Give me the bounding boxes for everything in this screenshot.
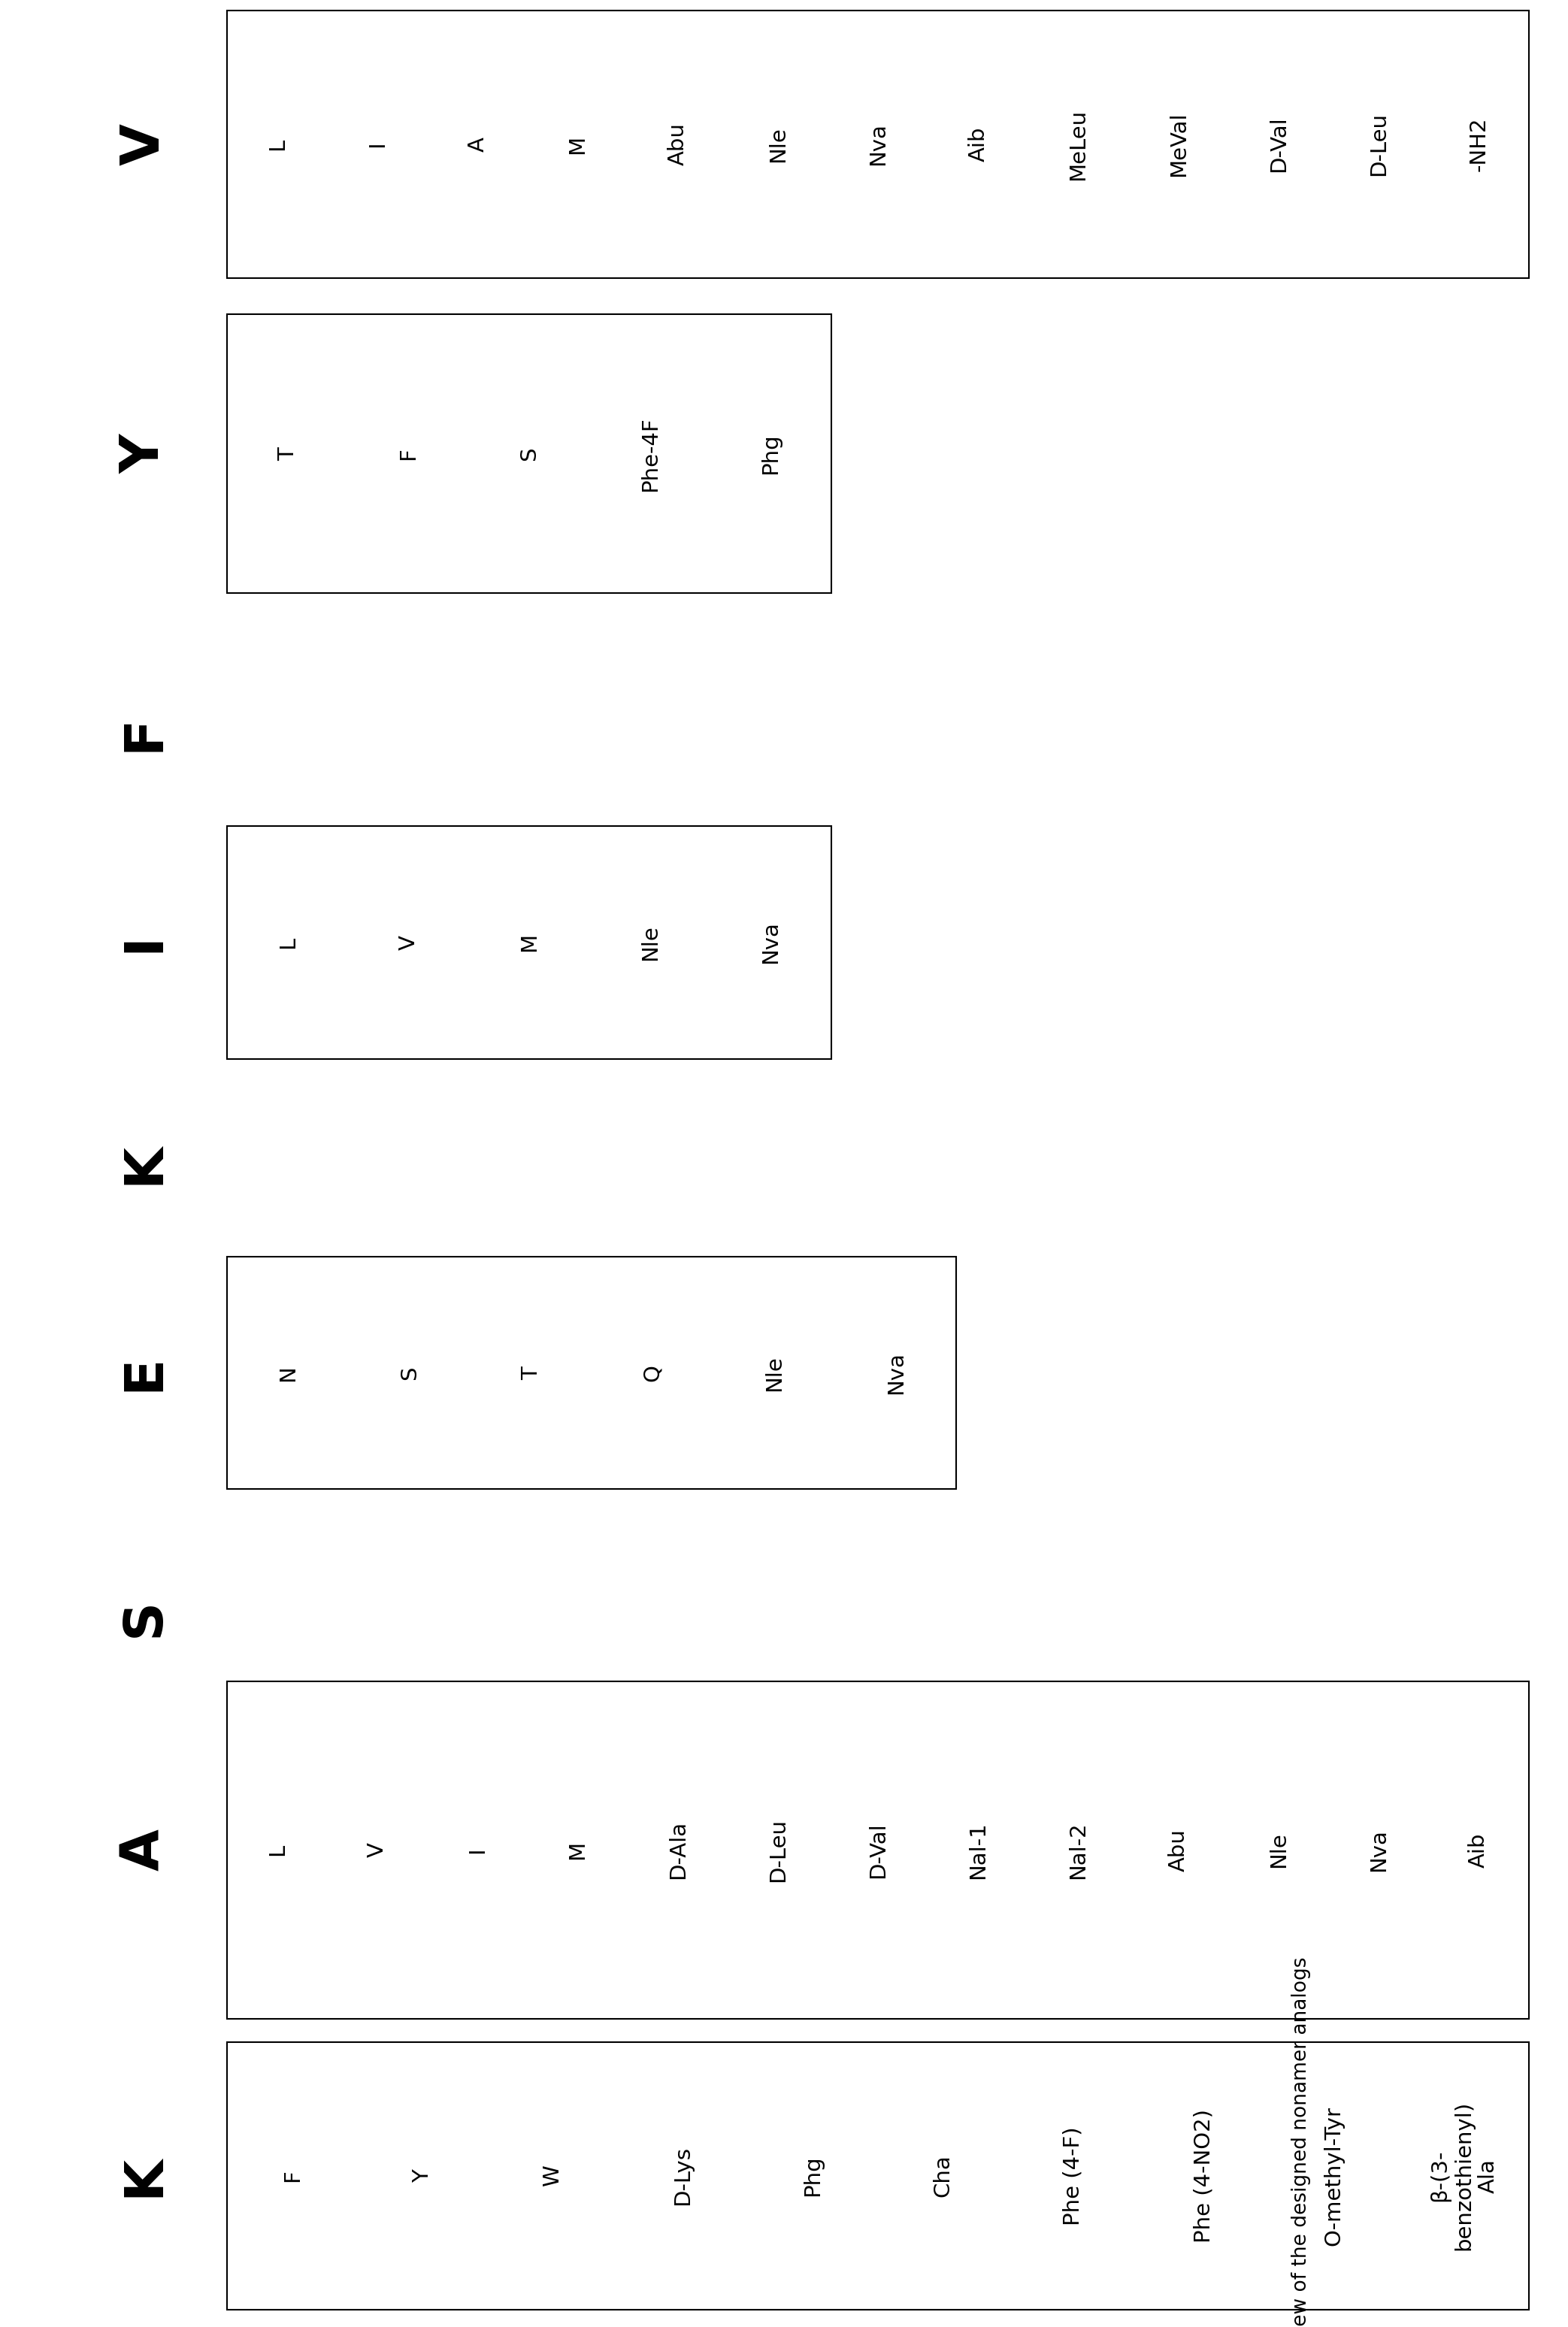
Text: MeLeu: MeLeu xyxy=(1068,109,1088,179)
Text: Cha: Cha xyxy=(933,2155,953,2197)
Text: K: K xyxy=(118,2155,171,2197)
Text: Nva: Nva xyxy=(867,123,889,165)
Text: N: N xyxy=(278,1364,298,1382)
Text: F: F xyxy=(118,714,171,752)
Text: V: V xyxy=(398,935,419,949)
Text: L: L xyxy=(278,935,298,949)
Text: Y: Y xyxy=(412,2169,433,2183)
Text: T: T xyxy=(278,447,298,461)
Text: Abu: Abu xyxy=(1168,1829,1189,1871)
Text: K: K xyxy=(118,1143,171,1184)
Text: D-Val: D-Val xyxy=(867,1822,889,1878)
Text: V: V xyxy=(367,1843,387,1857)
Text: I: I xyxy=(467,1848,488,1852)
Text: Nva: Nva xyxy=(886,1352,906,1394)
Text: Nle: Nle xyxy=(767,126,789,163)
Text: I: I xyxy=(367,142,387,147)
Bar xyxy=(227,1257,956,1489)
Text: Phe-4F: Phe-4F xyxy=(640,417,660,491)
Text: Abu: Abu xyxy=(668,123,688,165)
Text: Figure 1A: Overview of the designed nonamer analogs: Figure 1A: Overview of the designed nona… xyxy=(1292,1957,1311,2327)
Text: Nal-1: Nal-1 xyxy=(967,1822,989,1878)
Text: W: W xyxy=(543,2164,563,2187)
Text: S: S xyxy=(519,447,539,461)
Text: Aib: Aib xyxy=(1468,1831,1490,1869)
Text: Nle: Nle xyxy=(764,1354,784,1392)
Bar xyxy=(227,314,831,593)
Text: Phg: Phg xyxy=(760,433,781,475)
Text: Q: Q xyxy=(643,1364,663,1382)
Text: A: A xyxy=(467,137,488,151)
Text: Phe (4-F): Phe (4-F) xyxy=(1063,2127,1083,2225)
Text: F: F xyxy=(282,2169,303,2183)
Text: F: F xyxy=(398,447,419,461)
Text: Nal-2: Nal-2 xyxy=(1068,1822,1088,1878)
Text: D-Val: D-Val xyxy=(1269,116,1289,172)
Bar xyxy=(227,2043,1529,2308)
Text: L: L xyxy=(267,1843,289,1857)
Text: MeVal: MeVal xyxy=(1168,112,1189,177)
Text: S: S xyxy=(118,1599,171,1636)
Text: I: I xyxy=(118,933,171,952)
Text: Nva: Nva xyxy=(1369,1829,1389,1871)
Text: D-Leu: D-Leu xyxy=(1369,112,1389,177)
Text: M: M xyxy=(568,135,588,154)
Text: M: M xyxy=(519,933,539,952)
Text: D-Lys: D-Lys xyxy=(673,2145,693,2206)
Text: T: T xyxy=(521,1366,541,1380)
Text: V: V xyxy=(118,123,171,165)
Text: Phg: Phg xyxy=(803,2155,823,2197)
Text: D-Ala: D-Ala xyxy=(668,1820,688,1880)
Text: β-(3-
benzothienyl)
Ala: β-(3- benzothienyl) Ala xyxy=(1428,2101,1499,2250)
Text: L: L xyxy=(267,137,289,151)
Text: D-Leu: D-Leu xyxy=(767,1817,789,1883)
Text: Phe (4-NO2): Phe (4-NO2) xyxy=(1193,2108,1214,2243)
Text: A: A xyxy=(118,1829,171,1871)
Text: Nva: Nva xyxy=(760,921,781,963)
Bar xyxy=(227,826,831,1059)
Text: Y: Y xyxy=(118,435,171,472)
Text: E: E xyxy=(118,1354,171,1392)
Text: -NH2: -NH2 xyxy=(1468,116,1490,172)
Text: O-methyl-Tyr: O-methyl-Tyr xyxy=(1323,2106,1344,2246)
Text: S: S xyxy=(400,1366,420,1380)
Text: Aib: Aib xyxy=(967,126,989,163)
Bar xyxy=(227,9,1529,277)
Bar xyxy=(227,1680,1529,2020)
Text: M: M xyxy=(568,1841,588,1859)
Text: Nle: Nle xyxy=(1269,1831,1289,1869)
Text: Nle: Nle xyxy=(640,924,660,961)
